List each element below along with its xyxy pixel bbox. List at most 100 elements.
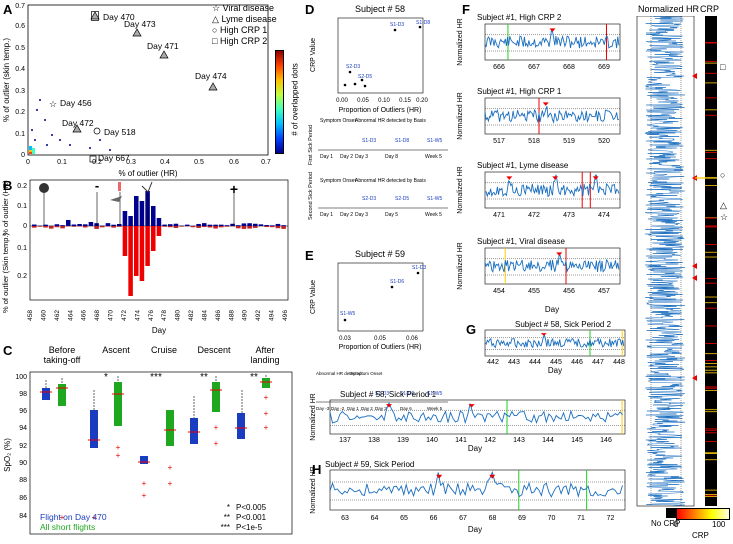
svg-text:Abnormal HR detected: Abnormal HR detected <box>316 371 362 376</box>
svg-text:72: 72 <box>607 515 615 522</box>
svg-text:Week 5: Week 5 <box>425 212 442 218</box>
bar-skin <box>94 226 99 229</box>
bar-hr <box>60 225 65 226</box>
svg-text:S1-W5: S1-W5 <box>427 196 443 202</box>
bar-hr <box>241 223 247 226</box>
c-ylabel: SpO₂ (%) <box>3 438 12 472</box>
bar-skin <box>281 226 286 229</box>
svg-text:Day 3: Day 3 <box>355 212 368 218</box>
strip-symbol: ○ <box>720 170 725 180</box>
f-tick: 473 <box>563 212 575 219</box>
panel-gh: Subject # 58, Sick Period 2 442 443 444 445 4… <box>310 320 626 534</box>
b-tick: 468 <box>94 310 101 321</box>
bar-skin <box>134 226 139 276</box>
bar-skin <box>190 226 196 228</box>
svg-text:0.6: 0.6 <box>229 159 239 166</box>
bar-skin <box>168 226 173 228</box>
panel-a-colorbar <box>275 50 284 154</box>
bar-skin <box>128 226 133 296</box>
svg-text:69: 69 <box>518 515 526 522</box>
bar-skin <box>264 226 269 228</box>
svg-text:96: 96 <box>19 408 27 415</box>
strip-symbol: △ <box>720 200 727 210</box>
circle-icon: ○ <box>212 25 218 35</box>
svg-text:P<0.005: P<0.005 <box>236 503 267 512</box>
bar-skin <box>253 226 258 228</box>
b-tick: 458 <box>27 310 34 321</box>
bar-hr <box>54 224 60 226</box>
panel-f: Subject #1, High CRP 2 Normalized HR 666 66… <box>457 13 621 314</box>
peak-marker <box>556 252 563 256</box>
svg-text:Day 667: Day 667 <box>98 153 130 163</box>
strip-marker <box>692 175 697 181</box>
svg-text:Symptom Onset: Symptom Onset <box>320 178 356 184</box>
bar-skin <box>83 226 88 228</box>
strip-marker <box>692 275 697 281</box>
triangle-icon: △ <box>212 14 219 24</box>
bar-hr <box>236 225 241 226</box>
panel-label-b: B <box>3 178 13 193</box>
svg-text:S1-D8: S1-D8 <box>395 138 409 144</box>
bar-hr <box>264 225 269 226</box>
group-before: Before taking-off <box>43 345 81 365</box>
svg-text:Normalized HR: Normalized HR <box>310 466 317 513</box>
panel-label-h: H <box>312 462 322 477</box>
strip-symbol: □ <box>720 62 726 72</box>
svg-text:0.00: 0.00 <box>336 98 348 104</box>
svg-text:*: * <box>227 503 230 512</box>
strip-marker <box>692 375 697 381</box>
svg-text:+: + <box>214 439 219 448</box>
svg-text:CRP Value: CRP Value <box>310 280 317 314</box>
f-ylabel: Normalized HR <box>457 18 464 65</box>
bar-skin <box>219 226 224 228</box>
f-ylabel: Normalized HR <box>457 242 464 289</box>
b-tick: 478 <box>161 310 168 321</box>
svg-text:+: + <box>60 513 65 522</box>
svg-text:65: 65 <box>400 515 408 522</box>
svg-text:88: 88 <box>19 477 27 484</box>
b-tick: 494 <box>269 310 276 321</box>
b-tick: 470 <box>108 310 115 321</box>
svg-text:S2-D3: S2-D3 <box>346 64 360 70</box>
svg-text:S1-D3: S1-D3 <box>390 22 404 28</box>
strip-crp-label: CRP <box>700 4 720 14</box>
svg-text:First Sick Period: First Sick Period <box>308 125 314 165</box>
svg-text:442: 442 <box>487 359 499 366</box>
svg-text:Day 1: Day 1 <box>320 212 333 218</box>
strip-hr-label: Normalized HR <box>638 4 700 14</box>
svg-text:+: + <box>264 423 269 432</box>
bar-hr <box>168 224 173 226</box>
bar-skin <box>145 226 150 266</box>
svg-text:63: 63 <box>341 515 349 522</box>
svg-text:0: 0 <box>26 159 30 166</box>
svg-text:S2-D3: S2-D3 <box>362 196 376 202</box>
peak-marker <box>436 474 443 479</box>
svg-text:140: 140 <box>426 437 438 444</box>
bar-skin <box>117 226 122 227</box>
svg-text:68: 68 <box>489 515 497 522</box>
svg-text:Day 472: Day 472 <box>62 118 94 128</box>
svg-text:0.2: 0.2 <box>92 159 102 166</box>
f-tick: 520 <box>598 138 610 145</box>
svg-text:0.4: 0.4 <box>160 159 170 166</box>
bar-hr <box>156 218 162 226</box>
bar-hr <box>105 223 111 226</box>
sig-star: ** <box>250 372 258 383</box>
svg-text:92: 92 <box>19 443 27 450</box>
bar-hr <box>281 225 286 226</box>
f-tick: 517 <box>493 138 505 145</box>
bar-hr <box>77 223 82 226</box>
f-tick: 518 <box>528 138 540 145</box>
svg-text:+: + <box>168 463 173 472</box>
f-xlabel: Day <box>545 305 559 314</box>
bar-hr <box>111 224 116 226</box>
f-tick: 474 <box>598 212 610 219</box>
svg-text:0.05: 0.05 <box>357 98 369 104</box>
b-tick: 482 <box>188 310 195 321</box>
bar-hr <box>275 223 281 226</box>
svg-text:0.05: 0.05 <box>374 336 386 342</box>
bar-skin <box>122 226 128 256</box>
f-tick: 457 <box>598 288 610 295</box>
bar-hr <box>88 222 94 226</box>
